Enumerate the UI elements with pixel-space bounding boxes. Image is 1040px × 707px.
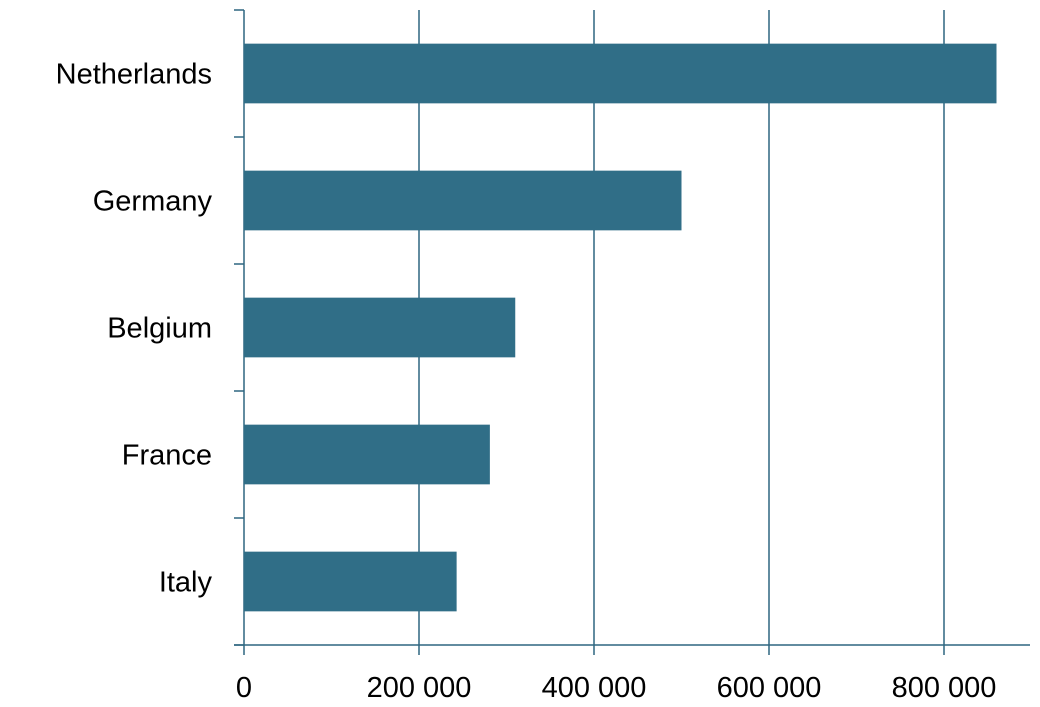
x-tick-label-4: 800 000 <box>892 672 997 704</box>
category-label-italy: Italy <box>159 567 213 599</box>
bar-netherlands <box>244 43 997 104</box>
category-label-germany: Germany <box>93 186 213 218</box>
x-tick-label-3: 600 000 <box>717 672 822 704</box>
category-label-belgium: Belgium <box>107 313 212 345</box>
category-label-netherlands: Netherlands <box>56 59 212 91</box>
bar-belgium <box>244 297 516 358</box>
bar-germany <box>244 170 682 231</box>
bar-italy <box>244 551 457 612</box>
labels: 0 200 000 400 000 600 000 800 000 Netherlands… <box>56 59 997 705</box>
x-tick-label-1: 200 000 <box>367 672 472 704</box>
x-tick-label-0: 0 <box>236 672 252 704</box>
bar-france <box>244 424 490 485</box>
bars <box>244 43 997 612</box>
x-tick-label-2: 400 000 <box>542 672 647 704</box>
category-label-france: France <box>122 440 212 472</box>
